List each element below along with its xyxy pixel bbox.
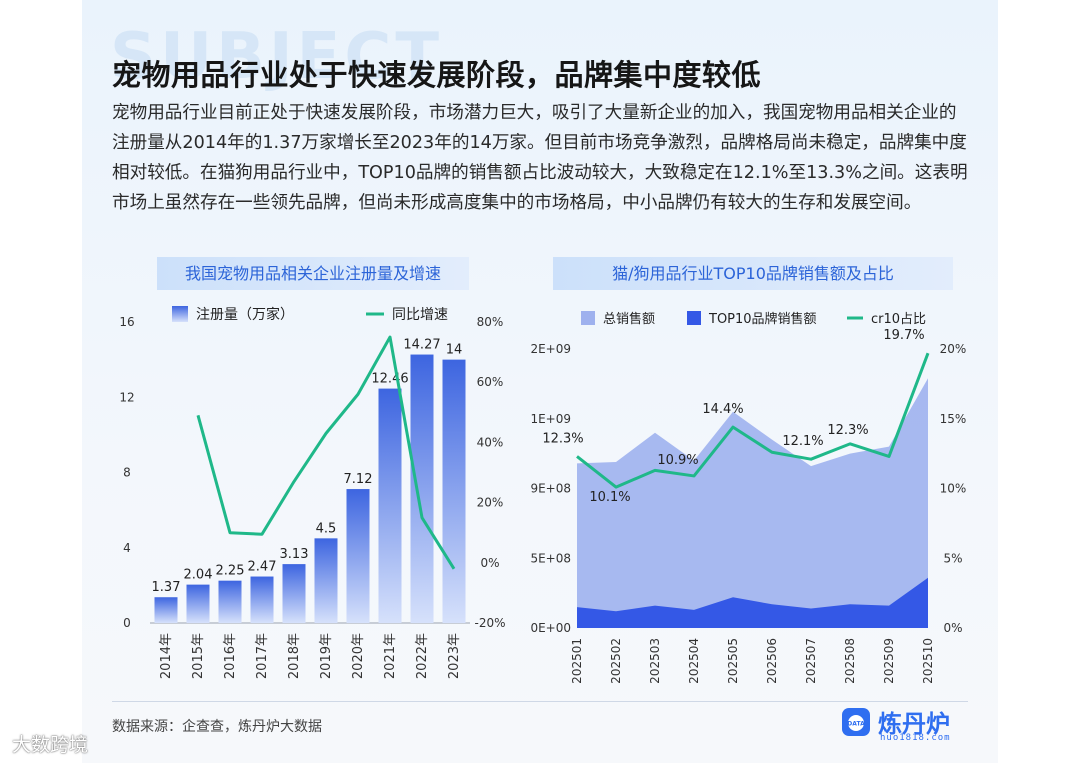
y-right-tick-label: 15% bbox=[940, 412, 967, 426]
x-tick-label: 202508 bbox=[843, 638, 857, 684]
y-left-tick-label: 4 bbox=[123, 541, 131, 555]
bar bbox=[218, 580, 242, 623]
y-right-tick-label: 0% bbox=[943, 621, 962, 635]
total-sales-area bbox=[577, 378, 928, 628]
legend-bar-label: 注册量（万家） bbox=[196, 306, 294, 323]
bar-value-label: 4.5 bbox=[316, 521, 337, 536]
x-tick-label: 2021年 bbox=[383, 633, 398, 679]
x-tick-label: 2015年 bbox=[191, 633, 206, 679]
bar bbox=[314, 538, 338, 623]
cr10-value-label: 10.9% bbox=[657, 453, 698, 468]
x-tick-label: 2023年 bbox=[447, 633, 462, 679]
x-tick-label: 202501 bbox=[570, 638, 584, 684]
bar-value-label: 2.04 bbox=[184, 568, 213, 583]
y-right-tick-label: 5% bbox=[943, 551, 962, 565]
y-left-tick-label: 5E+08 bbox=[530, 551, 571, 565]
legend-line-label: 同比增速 bbox=[392, 307, 448, 323]
legend-total-swatch bbox=[581, 311, 595, 325]
y-right-tick-label: 20% bbox=[477, 496, 504, 510]
y-right-tick-label: 80% bbox=[477, 315, 504, 329]
logo-badge: DATA bbox=[847, 721, 865, 728]
cr10-value-label: 14.4% bbox=[702, 402, 743, 417]
y-left-tick-label: 0 bbox=[123, 616, 131, 630]
x-tick-label: 202504 bbox=[687, 638, 701, 684]
bar-value-label: 7.12 bbox=[344, 472, 373, 487]
x-tick-label: 2020年 bbox=[351, 633, 366, 679]
background-watermark-word: SUBJECT bbox=[110, 20, 443, 94]
cr10-value-label: 10.1% bbox=[589, 490, 630, 505]
y-right-tick-label: 60% bbox=[477, 375, 504, 389]
brand-logo-icon: DATA bbox=[842, 708, 870, 736]
y-left-tick-label: 12 bbox=[119, 390, 134, 404]
y-left-tick-label: 8 bbox=[123, 466, 131, 480]
cr10-value-label: 12.3% bbox=[827, 423, 868, 438]
x-tick-label: 202503 bbox=[648, 638, 662, 684]
bar-value-label: 12.46 bbox=[371, 372, 408, 387]
bar bbox=[346, 489, 370, 623]
legend-total-label: 总销售额 bbox=[603, 311, 655, 327]
sales-chart: 0E+00 5E+08 9E+08 1E+09 2E+09 0% 5% 10% 15% 20% 12… bbox=[530, 311, 967, 684]
report-page bbox=[82, 0, 998, 763]
bar bbox=[410, 354, 434, 623]
x-tick-label: 202505 bbox=[726, 638, 740, 684]
y-right-tick-label: 40% bbox=[477, 435, 504, 449]
x-tick-label: 202506 bbox=[765, 638, 779, 684]
y-right-tick-label: 10% bbox=[940, 482, 967, 496]
bar-value-label: 1.37 bbox=[152, 580, 181, 595]
bar-value-label: 14.27 bbox=[403, 338, 440, 353]
x-tick-label: 2016年 bbox=[223, 633, 238, 679]
y-left-tick-label: 1E+09 bbox=[530, 412, 571, 426]
cr10-value-label: 12.1% bbox=[782, 434, 823, 449]
legend-bar-swatch bbox=[172, 306, 188, 322]
legend-top10-swatch bbox=[687, 311, 701, 325]
y-left-tick-label: 9E+08 bbox=[530, 482, 571, 496]
bar-value-label: 3.13 bbox=[280, 547, 309, 562]
chart2-title: 猫/狗用品行业TOP10品牌销售额及占比 bbox=[553, 257, 953, 290]
growth-line bbox=[196, 335, 456, 570]
bar-value-label: 2.47 bbox=[248, 560, 277, 575]
bar bbox=[250, 576, 274, 623]
bar bbox=[154, 597, 178, 623]
x-tick-label: 2018年 bbox=[287, 633, 302, 679]
registration-chart: 0 4 8 12 16 -20% 0% 20% 40% 60% 80% 1.372.04 2.25 2.4… bbox=[119, 306, 506, 679]
bar-value-label: 14 bbox=[446, 343, 463, 358]
x-tick-label: 202502 bbox=[609, 638, 623, 684]
x-tick-label: 2014年 bbox=[159, 633, 174, 679]
y-right-tick-label: 0% bbox=[480, 556, 499, 570]
top10-sales-area bbox=[577, 577, 928, 628]
x-tick-label: 202510 bbox=[921, 638, 935, 684]
x-tick-label: 202509 bbox=[882, 638, 896, 684]
y-right-tick-label: -20% bbox=[474, 616, 505, 630]
x-tick-label: 2017年 bbox=[255, 633, 270, 679]
bar bbox=[282, 564, 306, 623]
y-right-tick-label: 20% bbox=[940, 342, 967, 356]
legend-cr10-label: cr10占比 bbox=[871, 312, 926, 327]
intro-paragraph: 宠物用品行业目前正处于快速发展阶段，市场潜力巨大，吸引了大量新企业的加入，我国宠… bbox=[112, 103, 968, 213]
x-tick-label: 2022年 bbox=[415, 633, 430, 679]
brand-logo-text: 炼丹炉 bbox=[878, 710, 950, 738]
bar bbox=[186, 584, 210, 623]
y-left-tick-label: 0E+00 bbox=[530, 621, 571, 635]
page-title: 宠物用品行业处于快速发展阶段，品牌集中度较低 bbox=[112, 58, 762, 92]
footer-divider bbox=[112, 701, 968, 702]
chart1-title: 我国宠物用品相关企业注册量及增速 bbox=[157, 257, 469, 290]
bar bbox=[442, 359, 466, 623]
corner-watermark: 大数跨境 bbox=[12, 734, 89, 756]
data-source: 数据来源：企查查，炼丹炉大数据 bbox=[112, 719, 322, 735]
y-left-tick-label: 2E+09 bbox=[530, 342, 571, 356]
x-tick-label: 2019年 bbox=[319, 633, 334, 679]
y-left-tick-label: 16 bbox=[119, 315, 134, 329]
cr10-value-label: 12.3% bbox=[542, 431, 583, 446]
bar-value-label: 2.25 bbox=[216, 564, 245, 579]
cr10-value-label: 19.7% bbox=[883, 328, 924, 343]
cr10-line bbox=[576, 352, 930, 489]
legend-top10-label: TOP10品牌销售额 bbox=[708, 311, 817, 327]
brand-url: huo1818.com bbox=[880, 733, 951, 743]
x-tick-label: 202507 bbox=[804, 638, 818, 684]
bar bbox=[378, 388, 402, 623]
